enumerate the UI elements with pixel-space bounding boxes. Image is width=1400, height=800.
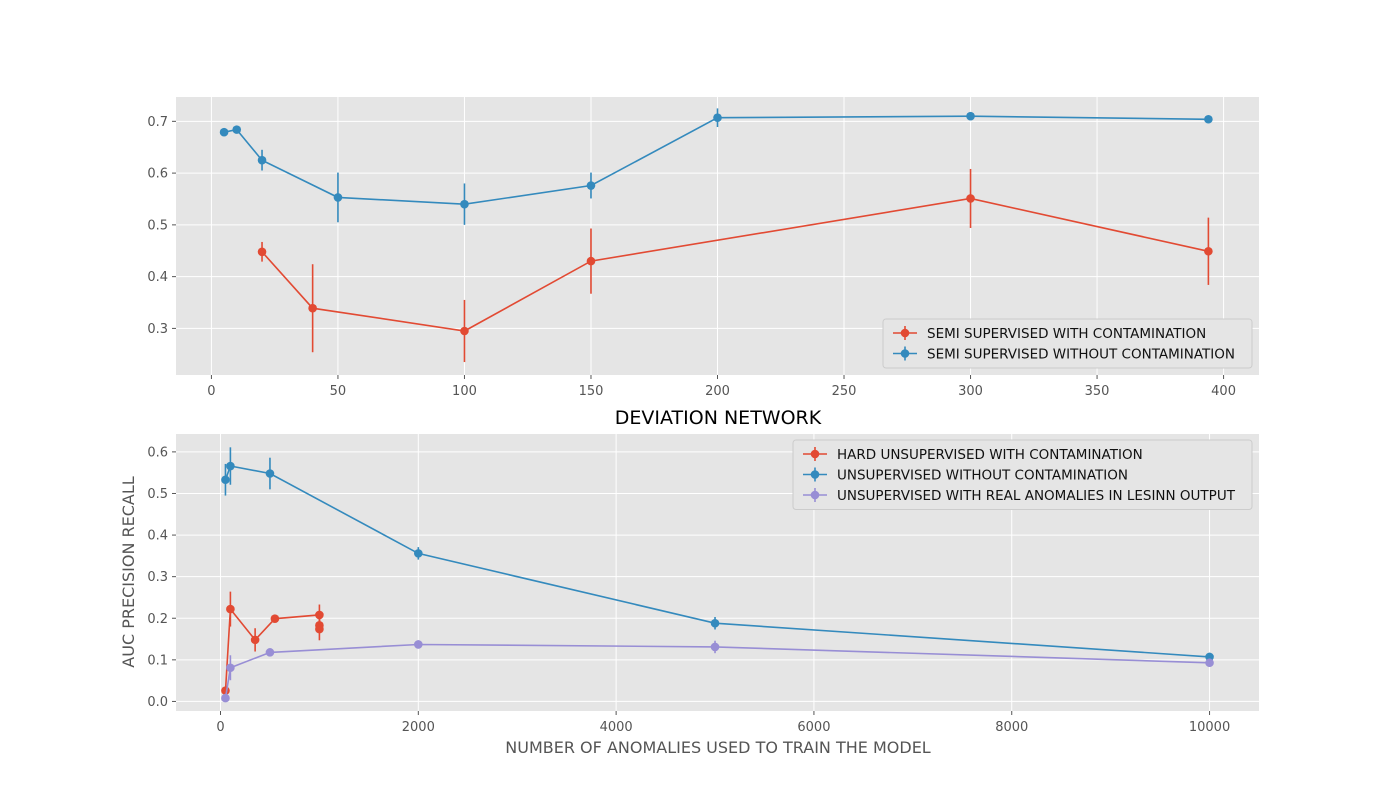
data-point <box>710 618 720 628</box>
y-tick-label: 0.3 <box>147 322 168 337</box>
series-1 <box>257 168 1213 363</box>
legend-label: SEMI SUPERVISED WITHOUT CONTAMINATION <box>927 347 1235 363</box>
y-tick-label: 0.6 <box>147 167 168 182</box>
y-tick-label: 0.3 <box>147 570 168 585</box>
data-point <box>966 194 975 203</box>
legend-item: UNSUPERVISED WITH REAL ANOMALIES IN LESI… <box>803 488 1236 504</box>
x-tick-label: 0 <box>216 720 224 735</box>
x-tick-label: 350 <box>1085 384 1110 399</box>
data-point <box>226 663 235 673</box>
data-point <box>414 640 423 649</box>
data-point <box>257 155 267 165</box>
y-tick-label: 0.0 <box>147 695 168 710</box>
y-tick-label: 0.7 <box>147 115 168 130</box>
x-tick-label: 4000 <box>600 720 633 735</box>
y-tick-label: 0.1 <box>147 653 168 668</box>
series-line <box>261 197 1209 332</box>
data-point <box>1204 246 1213 256</box>
x-tick-label: 10000 <box>1189 720 1230 735</box>
x-tick-label: 250 <box>832 384 857 399</box>
data-point <box>966 111 975 121</box>
data-point <box>265 469 275 478</box>
legend-marker <box>810 470 820 479</box>
data-point <box>250 635 260 645</box>
data-point <box>265 648 275 657</box>
data-point <box>270 614 280 623</box>
data-point <box>586 256 596 266</box>
data-point <box>460 326 469 336</box>
data-point <box>221 475 230 485</box>
legend-label: UNSUPERVISED WITHOUT CONTAMINATION <box>837 468 1128 484</box>
x-tick-label: 400 <box>1211 384 1236 399</box>
x-tick-label: 0 <box>207 384 215 399</box>
legend-label: UNSUPERVISED WITH REAL ANOMALIES IN LESI… <box>837 488 1236 504</box>
y-tick-label: 0.4 <box>147 270 168 285</box>
legend-label: SEMI SUPERVISED WITH CONTAMINATION <box>927 326 1206 342</box>
y-tick-label: 0.2 <box>147 612 168 627</box>
data-point <box>1204 114 1213 124</box>
y-tick-label: 0.6 <box>147 445 168 460</box>
legend: HARD UNSUPERVISED WITH CONTAMINATION UNSU… <box>792 439 1253 510</box>
series-line <box>224 643 1210 699</box>
data-point <box>221 693 230 703</box>
legend-item: UNSUPERVISED WITHOUT CONTAMINATION <box>803 467 1128 484</box>
data-point <box>710 642 720 652</box>
data-point <box>460 199 469 209</box>
data-point <box>257 247 267 257</box>
data-point <box>308 303 317 313</box>
legend-marker <box>900 349 910 358</box>
x-tick-label: 6000 <box>797 720 830 735</box>
legend-label: HARD UNSUPERVISED WITH CONTAMINATION <box>837 447 1143 463</box>
series-3 <box>221 640 1214 703</box>
legend-item: HARD UNSUPERVISED WITH CONTAMINATION <box>803 447 1143 463</box>
x-tick-label: 150 <box>579 384 604 399</box>
data-point <box>226 461 235 471</box>
data-point <box>414 549 423 558</box>
legend-box <box>882 318 1253 369</box>
bottom-y-axis-label: AUC PRECISION RECALL <box>119 476 138 667</box>
x-tick-label: 100 <box>452 384 477 399</box>
data-point <box>232 125 242 134</box>
legend-item: SEMI SUPERVISED WITHOUT CONTAMINATION <box>893 346 1235 363</box>
legend-marker <box>810 490 820 500</box>
bottom-chart: 0 2000 4000 6000 8000 10000 0.0 0.1 0.2 0.3 0.4 0.5… <box>147 434 1259 735</box>
y-tick-label: 0.4 <box>147 529 168 544</box>
data-point <box>333 193 343 202</box>
x-tick-label: 8000 <box>995 720 1028 735</box>
legend-box <box>792 439 1253 510</box>
bottom-chart-title: DEVIATION NETWORK <box>615 407 822 429</box>
data-point <box>219 127 229 137</box>
y-tick-label: 0.5 <box>147 218 168 233</box>
data-point <box>226 604 235 614</box>
data-point <box>315 624 324 634</box>
legend: SEMI SUPERVISED WITH CONTAMINATION SEMI S… <box>882 318 1253 369</box>
x-tick-label: 200 <box>705 384 730 399</box>
x-tick-label: 50 <box>330 384 347 399</box>
top-chart: 0 50 100 150 200 250 300 350 400 0.3 0.4 0.5 0.6 0.7 S… <box>147 97 1259 399</box>
data-point <box>713 113 722 123</box>
legend-item: SEMI SUPERVISED WITH CONTAMINATION <box>893 326 1206 342</box>
x-tick-label: 300 <box>958 384 983 399</box>
legend-marker <box>900 328 910 338</box>
series-2 <box>219 108 1213 225</box>
data-point <box>1205 658 1214 668</box>
y-tick-label: 0.5 <box>147 487 168 502</box>
legend-marker <box>810 449 820 459</box>
data-point <box>315 610 324 620</box>
x-tick-label: 2000 <box>402 720 435 735</box>
data-point <box>586 181 596 190</box>
series-2 <box>221 447 1214 662</box>
bottom-x-axis-label: NUMBER OF ANOMALIES USED TO TRAIN THE MO… <box>505 738 931 757</box>
